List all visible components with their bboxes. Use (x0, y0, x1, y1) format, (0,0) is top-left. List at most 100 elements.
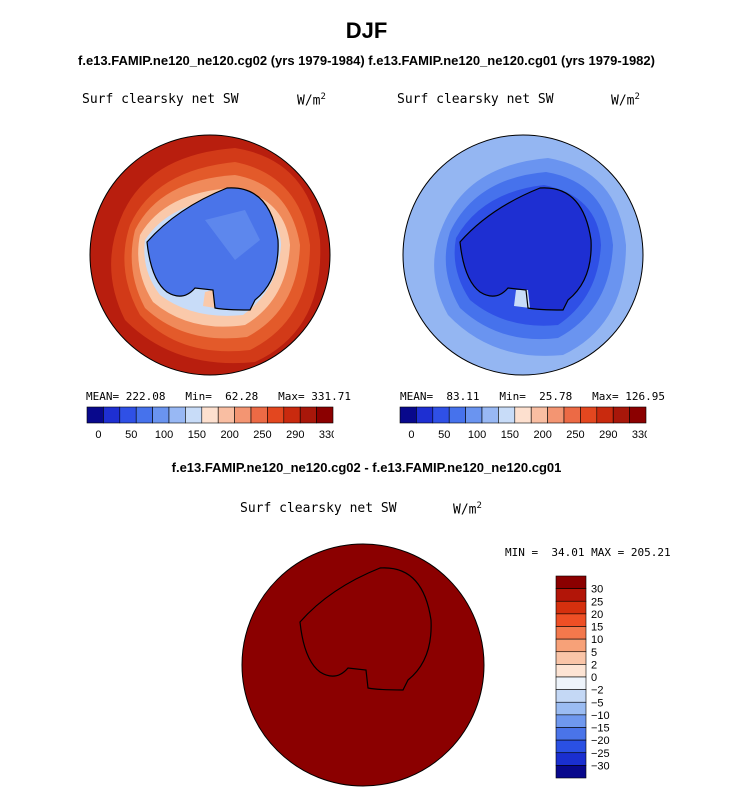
panel1-colorbar-swatch (119, 406, 137, 424)
difference-colorbar-swatch (555, 588, 587, 602)
panel2-colorbar: 0 50 100 150 200 250 290 330 (399, 406, 647, 441)
panel1-colorbar: 0 50 100 150 200 250 290 330 (86, 406, 334, 441)
panel2-colorbar-swatch (416, 406, 434, 424)
difference-colorbar-tick-label: 5 (591, 647, 597, 659)
difference-colorbar-tick-label: 30 (591, 584, 603, 596)
panel1-colorbar-tick-label: 50 (125, 429, 137, 441)
difference-colorbar-swatch (555, 651, 587, 665)
panel2-stats: MEAN= 83.11 Min= 25.78 Max= 126.95 (400, 390, 665, 403)
difference-colorbar-swatch (555, 714, 587, 728)
difference-colorbar-swatch (555, 638, 587, 653)
panel2-units-label: W/m2 (611, 92, 640, 109)
panel2-colorbar-swatch (563, 406, 581, 424)
panel1-colorbar-swatch (201, 406, 219, 424)
difference-colorbar-swatch (555, 613, 587, 627)
panel2-colorbar-swatch (399, 406, 417, 424)
panel2-colorbar-tick-label: 100 (468, 429, 486, 441)
difference-variable-label: Surf clearsky net SW (240, 501, 397, 516)
panel2-colorbar-swatch (498, 406, 516, 424)
panel2-colorbar-swatch (547, 406, 565, 424)
panel1-colorbar-swatch (135, 406, 153, 424)
difference-colorbar-swatch (555, 752, 587, 766)
panel1-variable-label: Surf clearsky net SW (82, 92, 239, 107)
panel1-colorbar-tick-label: 330 (319, 429, 334, 441)
difference-units-label: W/m2 (453, 501, 482, 518)
panel2-colorbar-swatch (596, 406, 614, 424)
panel1-colorbar-swatch (217, 406, 235, 424)
panel1-colorbar-tick-label: 150 (188, 429, 206, 441)
difference-colorbar-swatch (555, 739, 587, 754)
difference-colorbar-tick-label: −25 (591, 748, 610, 760)
difference-colorbar-swatch (555, 765, 587, 779)
panel1-colorbar-swatch (299, 406, 317, 424)
difference-colorbar-tick-label: 20 (591, 609, 603, 621)
difference-colorbar-tick-label: −30 (591, 760, 610, 772)
panel1-colorbar-swatch (86, 406, 104, 424)
difference-colorbar-swatch (555, 689, 587, 703)
difference-colorbar-swatch (555, 676, 587, 690)
difference-coastline (299, 567, 432, 691)
panel1-colorbar-swatch (250, 406, 268, 424)
difference-colorbar-swatch (555, 626, 587, 640)
difference-colorbar-swatch (555, 600, 587, 615)
panel1-border (89, 134, 331, 376)
panel1-map (89, 134, 331, 376)
panel2-colorbar-tick-label: 150 (501, 429, 519, 441)
difference-map (241, 543, 485, 787)
panel1-colorbar-tick-label: 100 (155, 429, 173, 441)
panel2-colorbar-tick-label: 0 (408, 429, 414, 441)
difference-colorbar-tick-label: −15 (591, 723, 610, 735)
panel2-map (402, 134, 644, 376)
panel2-border (402, 134, 644, 376)
panel1-units-label: W/m2 (297, 92, 326, 109)
figure-subtitle: f.e13.FAMIP.ne120_ne120.cg02 (yrs 1979-1… (78, 53, 655, 68)
difference-colorbar-swatch (555, 701, 587, 716)
difference-colorbar-swatch (555, 664, 587, 678)
panel1-colorbar-swatch (185, 406, 203, 424)
difference-title: f.e13.FAMIP.ne120_ne120.cg02 - f.e13.FAM… (171, 460, 562, 475)
panel1-colorbar-swatch (316, 406, 334, 424)
panel1-coastline (146, 187, 279, 311)
panel2-colorbar-tick-label: 330 (632, 429, 647, 441)
panel1-stats: MEAN= 222.08 Min= 62.28 Max= 331.71 (86, 390, 351, 403)
panel2-variable-label: Surf clearsky net SW (397, 92, 554, 107)
panel1-colorbar-swatch (168, 406, 186, 424)
difference-colorbar-tick-label: 15 (591, 622, 603, 634)
panel2-colorbar-swatch (580, 406, 598, 424)
difference-colorbar-tick-label: 0 (591, 672, 597, 684)
difference-colorbar-tick-label: −2 (591, 685, 604, 697)
difference-colorbar-tick-label: −20 (591, 735, 610, 747)
difference-fill (241, 543, 485, 787)
difference-minmax: MIN = 34.01 MAX = 205.21 (505, 546, 671, 559)
panel2-colorbar-swatch (530, 406, 548, 424)
panel1-colorbar-swatch (234, 406, 252, 424)
panel2-colorbar-swatch (612, 406, 630, 424)
difference-colorbar-swatch (555, 727, 587, 741)
panel1-colorbar-tick-label: 0 (95, 429, 101, 441)
panel2-colorbar-tick-label: 290 (599, 429, 617, 441)
panel2-colorbar-swatch (432, 406, 450, 424)
panel2-colorbar-swatch (481, 406, 499, 424)
figure-title: DJF (345, 18, 388, 43)
panel1-colorbar-swatch (152, 406, 170, 424)
panel1-colorbar-tick-label: 200 (221, 429, 239, 441)
panel1-colorbar-tick-label: 290 (286, 429, 304, 441)
panel2-colorbar-tick-label: 200 (534, 429, 552, 441)
panel2-colorbar-tick-label: 250 (566, 429, 584, 441)
panel2-colorbar-swatch (514, 406, 532, 424)
panel1-colorbar-swatch (267, 406, 285, 424)
panel2-colorbar-tick-label: 50 (438, 429, 450, 441)
panel2-colorbar-swatch (465, 406, 483, 424)
panel1-colorbar-swatch (103, 406, 121, 424)
difference-colorbar-swatch (555, 575, 587, 589)
difference-colorbar-tick-label: 10 (591, 634, 603, 646)
panel2-colorbar-swatch (448, 406, 466, 424)
difference-colorbar-tick-label: 25 (591, 596, 603, 608)
difference-colorbar-tick-label: −10 (591, 710, 610, 722)
panel2-colorbar-swatch (629, 406, 647, 424)
panel2-coastline (459, 187, 592, 311)
difference-colorbar-tick-label: −5 (591, 697, 604, 709)
panel1-colorbar-swatch (283, 406, 301, 424)
difference-colorbar-tick-label: 2 (591, 659, 597, 671)
